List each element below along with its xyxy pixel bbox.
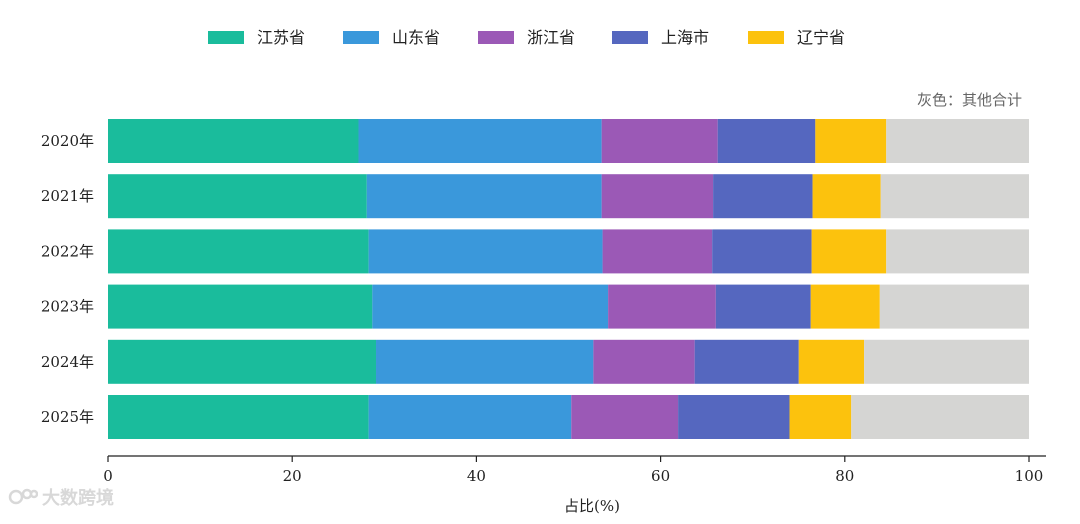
gray-note-annotation: 灰色：其他合计 [917,91,1022,109]
legend-swatch-3 [612,31,648,44]
bar-5-0 [108,395,369,439]
bar-3-4 [810,284,880,329]
y-axis: 2020年 2021年 2022年 2023年 2024年 2025年 [41,132,94,426]
bar-3-3 [715,284,811,329]
y-tick-label-4: 2024年 [41,353,94,371]
bar-4-4 [798,339,865,384]
legend-label-2: 浙江省 [527,28,575,47]
bar-4-1 [376,339,594,384]
legend-label-1: 山东省 [392,28,440,47]
bar-0-2 [601,119,718,163]
legend: 江苏省 山东省 浙江省 上海市 辽宁省 [208,28,845,47]
bar-3-5 [879,284,1029,329]
watermark: 大数跨境 [8,484,114,510]
x-tick-label-5: 100 [1015,467,1044,485]
bar-4-2 [593,339,695,384]
bar-5-1 [368,395,572,439]
watermark-logo-icon [8,488,38,505]
legend-label-0: 江苏省 [257,28,305,47]
bar-1-4 [812,174,881,219]
bar-2-1 [368,229,603,274]
bar-3-2 [608,284,716,329]
legend-swatch-0 [208,31,244,44]
bar-3-0 [108,284,373,329]
bars-group [108,119,1029,439]
bar-2-3 [712,229,812,274]
bar-5-3 [678,395,790,439]
x-axis-label: 占比(%) [564,497,620,515]
bar-2-0 [108,229,369,274]
bar-0-1 [358,119,602,163]
bar-5-4 [789,395,852,439]
bar-1-2 [601,174,714,219]
x-tick-label-0: 0 [103,467,113,485]
y-tick-label-3: 2023年 [41,298,94,316]
watermark-text: 大数跨境 [42,488,114,509]
x-tick-label-4: 80 [835,467,854,485]
y-tick-label-1: 2021年 [41,187,94,205]
bar-5-5 [851,395,1029,439]
x-axis: 0 20 40 60 80 100 [103,455,1046,485]
bar-0-4 [815,119,887,163]
bar-1-5 [880,174,1029,219]
bar-1-0 [108,174,367,219]
legend-swatch-2 [478,31,514,44]
bar-1-3 [713,174,813,219]
y-tick-label-5: 2025年 [41,408,94,426]
y-tick-label-0: 2020年 [41,132,94,150]
legend-label-3: 上海市 [661,28,709,47]
bar-2-2 [602,229,713,274]
bar-4-5 [864,339,1029,384]
x-tick-label-3: 60 [651,467,670,485]
bar-2-4 [811,229,887,274]
bar-4-3 [694,339,799,384]
x-tick-label-1: 20 [283,467,302,485]
y-tick-label-2: 2022年 [41,242,94,260]
bar-0-5 [886,119,1029,163]
legend-label-4: 辽宁省 [797,28,845,47]
bar-4-0 [108,339,377,384]
bar-0-0 [108,119,359,163]
legend-swatch-4 [748,31,784,44]
bar-3-1 [372,284,609,329]
bar-2-5 [886,229,1029,274]
bar-0-3 [717,119,816,163]
bar-1-1 [366,174,602,219]
x-tick-label-2: 40 [467,467,486,485]
legend-swatch-1 [343,31,379,44]
bar-5-2 [571,395,679,439]
